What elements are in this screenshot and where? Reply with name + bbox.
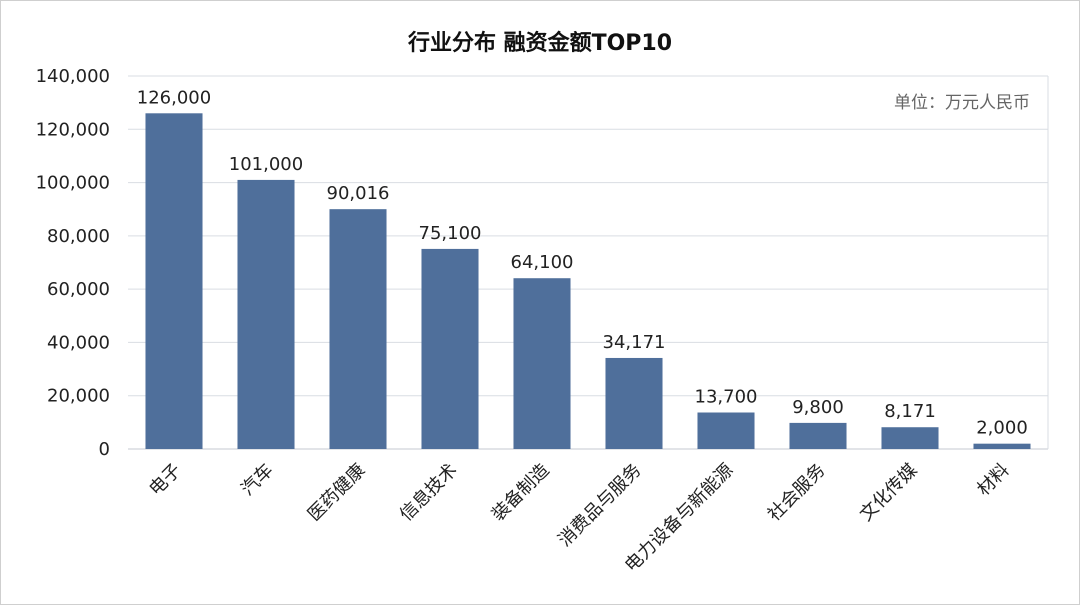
bar [881,427,939,449]
bar [421,248,479,449]
y-tick-label: 80,000 [47,226,110,247]
bar [789,422,847,449]
y-tick-label: 100,000 [36,173,110,194]
bar [329,209,387,449]
y-tick-label: 140,000 [36,66,110,87]
category-label: 社会服务 [764,460,830,526]
bars [145,113,1031,450]
bar [697,412,755,449]
data-label: 101,000 [229,154,303,175]
category-label: 装备制造 [488,460,554,526]
data-label: 64,100 [511,252,574,273]
bar [973,443,1031,449]
data-label: 9,800 [792,397,844,418]
unit-note: 单位：万元人民币 [894,93,1030,113]
category-label: 文化传媒 [856,460,922,526]
category-label: 材料 [973,460,1013,500]
data-labels: 126,000 101,000 90,016 75,100 64,100 34,171 13… [137,87,1028,438]
bar [237,179,295,449]
bar [513,278,571,449]
data-label: 8,171 [884,401,936,422]
category-label: 医药健康 [304,460,370,526]
category-label: 消费品与服务 [554,460,645,551]
data-label: 2,000 [976,418,1028,439]
y-tick-label: 40,000 [47,332,110,353]
bar [605,357,663,449]
chart-title: 行业分布 融资金额TOP10 [407,30,672,56]
y-tick-label: 20,000 [47,386,110,407]
data-label: 75,100 [419,223,482,244]
data-label: 13,700 [695,386,758,407]
y-axis-ticks: 0 20,000 40,000 60,000 80,000 100,000 120,000 1… [36,66,110,460]
data-label: 34,171 [603,332,666,353]
category-label: 电子 [145,460,185,500]
category-label: 信息技术 [396,460,462,526]
data-label: 126,000 [137,87,211,108]
data-label: 90,016 [327,183,390,204]
y-tick-label: 0 [99,439,110,460]
bar [145,113,203,450]
y-tick-label: 60,000 [47,279,110,300]
category-label: 汽车 [237,460,277,500]
y-tick-label: 120,000 [36,119,110,140]
